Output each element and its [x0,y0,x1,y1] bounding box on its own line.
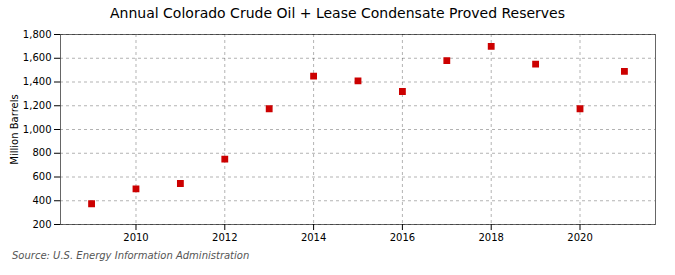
svg-text:2020: 2020 [567,232,592,243]
svg-text:2012: 2012 [212,232,237,243]
svg-text:2016: 2016 [390,232,415,243]
svg-text:1,800: 1,800 [23,29,52,40]
svg-text:400: 400 [32,195,51,206]
svg-text:Million Barrels: Million Barrels [9,94,20,164]
svg-text:1,400: 1,400 [23,76,52,87]
svg-text:1,200: 1,200 [23,100,52,111]
html-text:Source: U.S. Energy Informatio: Source: U.S. Energy Information Administ… [12,250,250,261]
html-text:Annual Colorado Crude Oil + Le: Annual Colorado Crude Oil + Lease Conden… [110,5,565,21]
svg-text:600: 600 [32,171,51,182]
svg-text:1,000: 1,000 [23,124,52,135]
svg-text:2014: 2014 [301,232,326,243]
svg-text:2018: 2018 [478,232,503,243]
svg-text:800: 800 [32,147,51,158]
svg-text:200: 200 [32,219,51,230]
svg-text:1,600: 1,600 [23,52,52,63]
svg-text:2010: 2010 [123,232,148,243]
